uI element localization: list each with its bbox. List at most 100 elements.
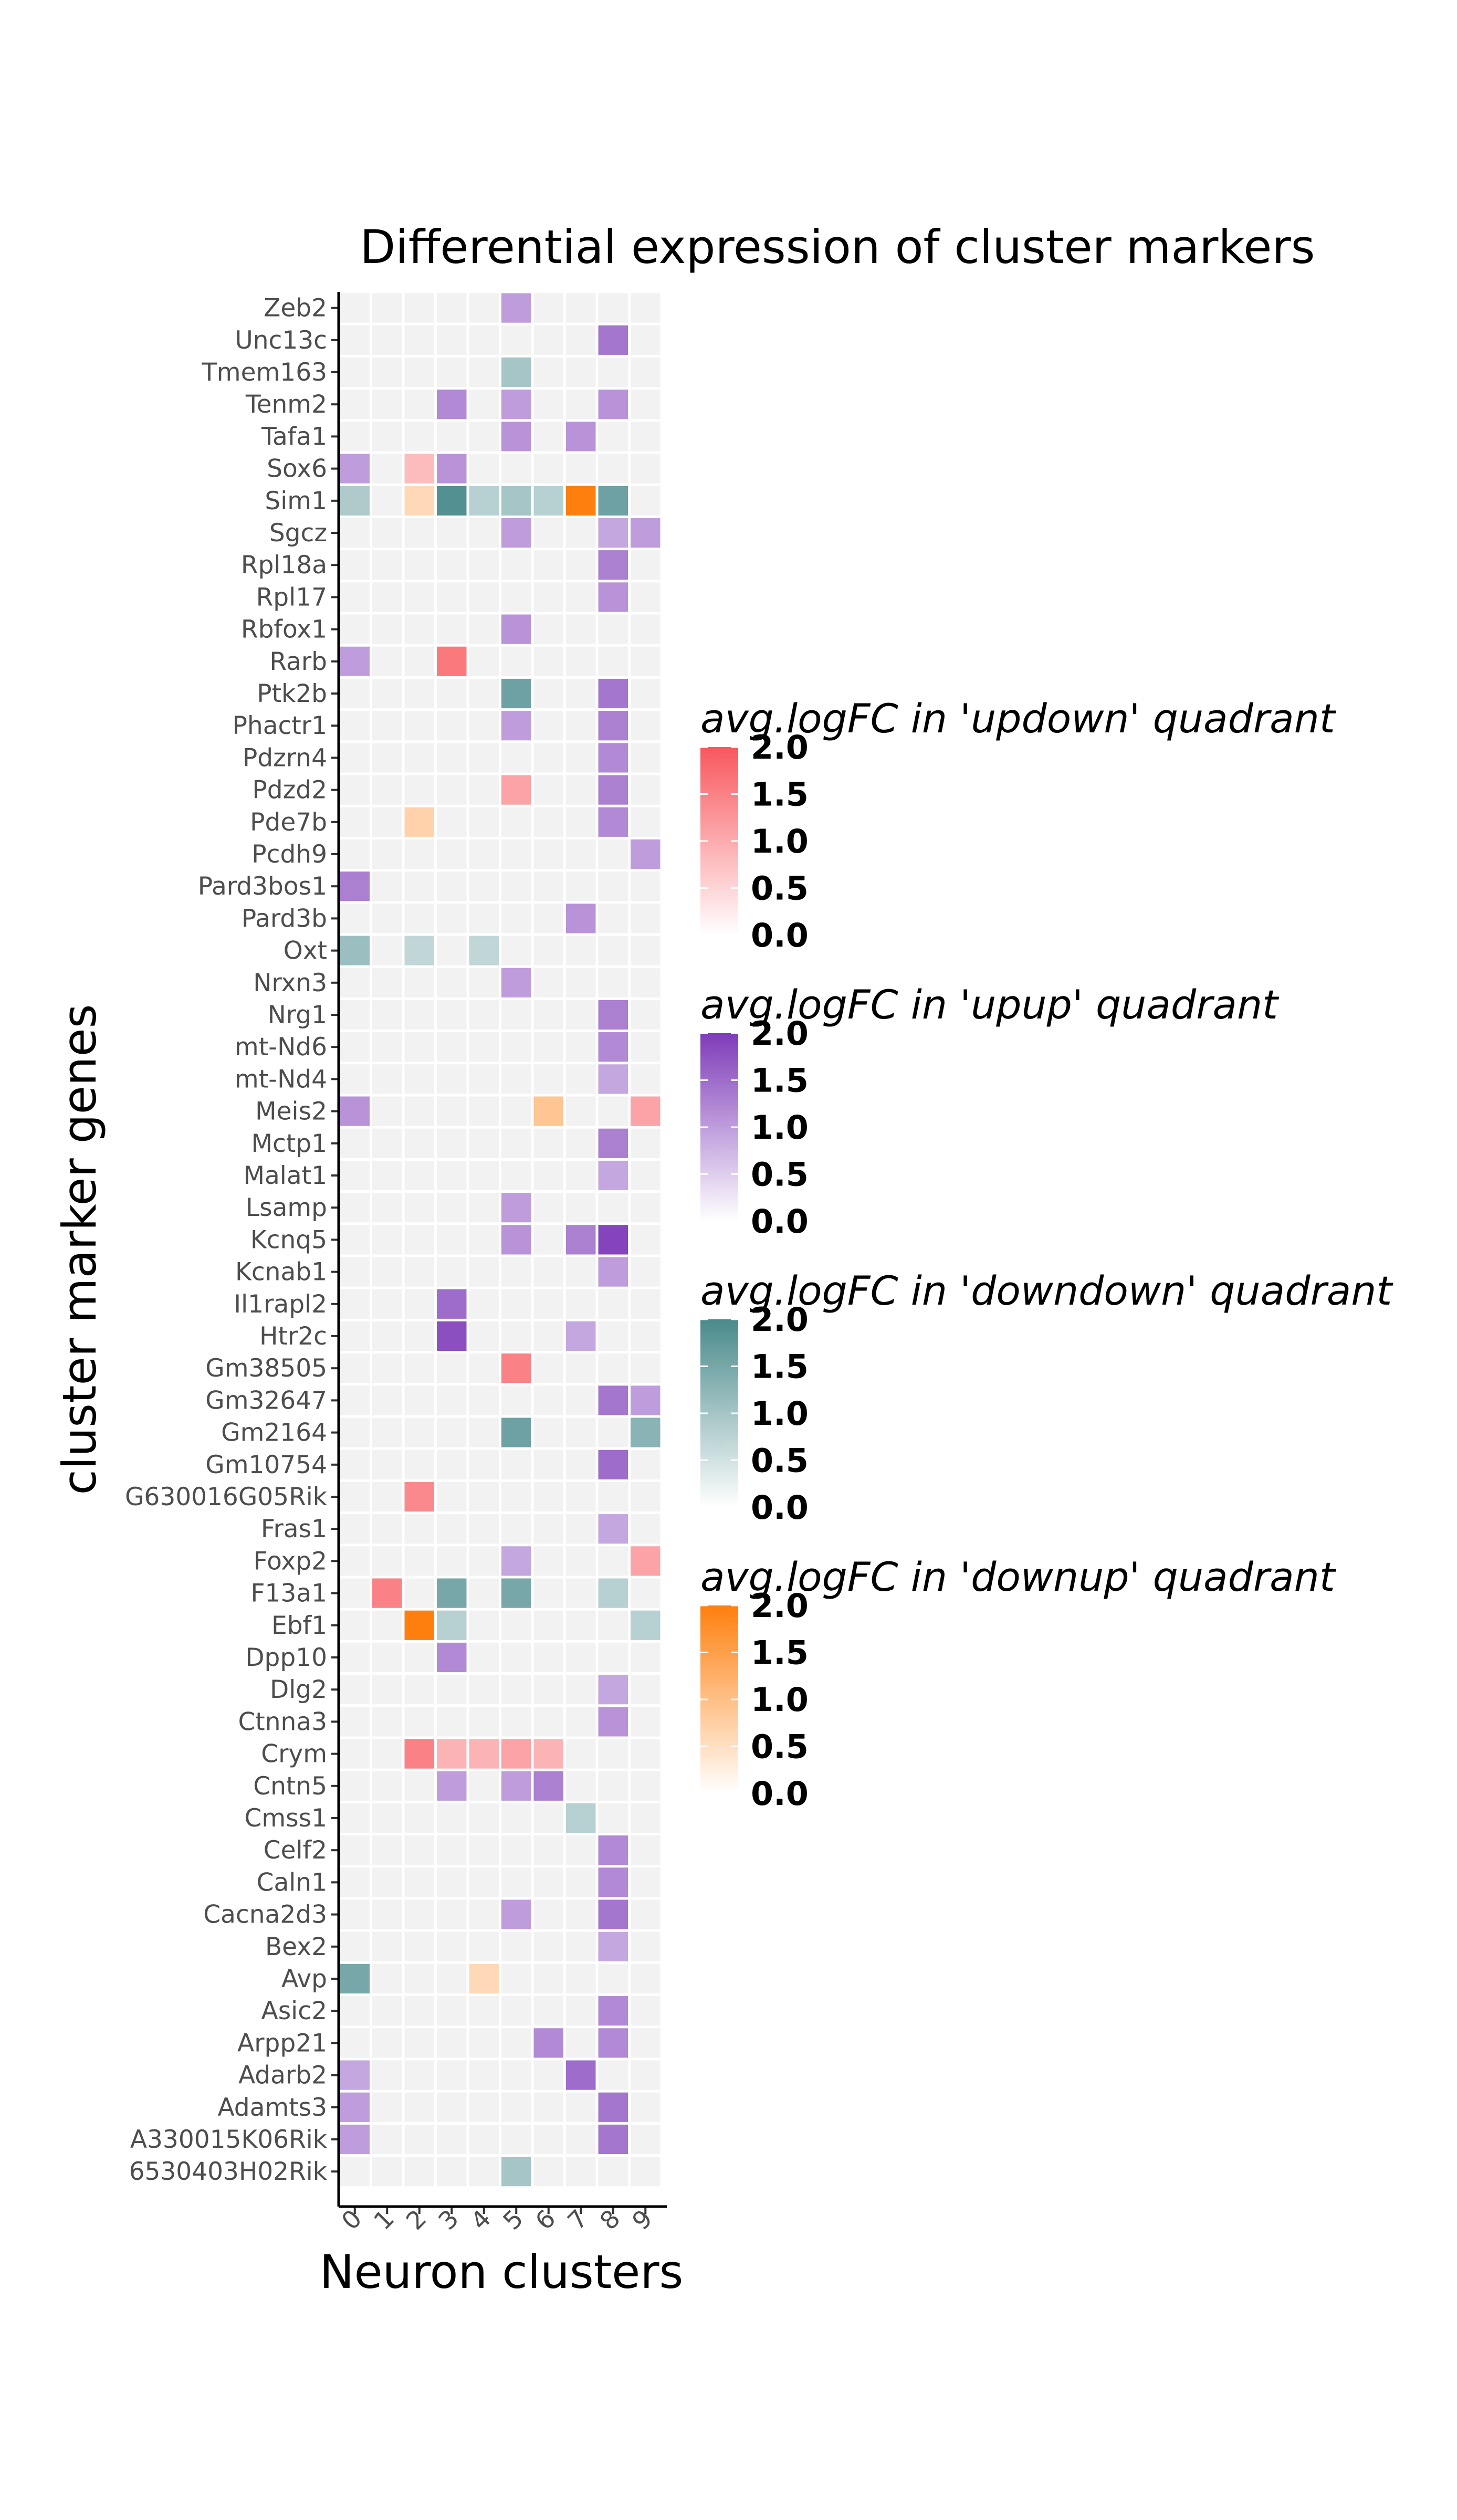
heatmap-cell-downdown bbox=[566, 1803, 596, 1833]
heatmap-cell-empty bbox=[372, 1032, 402, 1062]
heatmap-cell-empty bbox=[340, 1000, 370, 1030]
heatmap-cell-empty bbox=[631, 1257, 661, 1287]
heatmap-cell-upup bbox=[598, 775, 628, 805]
y-tick-label: Cntn5 bbox=[253, 1772, 327, 1801]
heatmap-cell-empty bbox=[469, 2092, 499, 2122]
heatmap-cell-empty bbox=[566, 1418, 596, 1447]
heatmap-cell-empty bbox=[404, 325, 434, 355]
heatmap-cell-empty bbox=[372, 550, 402, 580]
heatmap-cell-empty bbox=[404, 1899, 434, 1929]
heatmap-cell-empty bbox=[566, 1899, 596, 1929]
heatmap-cell-upup bbox=[501, 1225, 531, 1255]
heatmap-cell-upup bbox=[566, 2060, 596, 2090]
heatmap-cell-empty bbox=[631, 2124, 661, 2155]
heatmap-cell-empty bbox=[566, 550, 596, 580]
y-tick-label: G630016G05Rik bbox=[125, 1483, 328, 1511]
heatmap-cell-empty bbox=[631, 1225, 661, 1255]
heatmap-cell-empty bbox=[469, 1450, 499, 1479]
heatmap-cell-empty bbox=[469, 775, 499, 805]
heatmap-cell-empty bbox=[566, 1964, 596, 1994]
heatmap-cell-upup bbox=[598, 390, 628, 419]
heatmap-cell-updown bbox=[501, 775, 531, 805]
heatmap-cell-empty bbox=[404, 1225, 434, 1255]
heatmap-cell-empty bbox=[566, 2028, 596, 2058]
heatmap-cell-empty bbox=[566, 2124, 596, 2155]
heatmap-cell-updown bbox=[404, 1482, 434, 1512]
heatmap-cell-empty bbox=[340, 582, 370, 612]
heatmap-cell-empty bbox=[437, 614, 467, 644]
heatmap-cell-empty bbox=[372, 807, 402, 837]
heatmap-cell-empty bbox=[404, 1675, 434, 1705]
y-tick-label: Bex2 bbox=[265, 1933, 327, 1961]
heatmap-cell-empty bbox=[404, 775, 434, 805]
heatmap-cell-empty bbox=[501, 2124, 531, 2155]
heatmap-cell-empty bbox=[533, 646, 563, 676]
heatmap-cell-empty bbox=[404, 2092, 434, 2122]
y-tick-label: Phactr1 bbox=[233, 711, 327, 740]
y-tick-label: Meis2 bbox=[255, 1097, 327, 1126]
heatmap-cell-upup bbox=[598, 1000, 628, 1030]
heatmap-cell-empty bbox=[469, 1289, 499, 1319]
heatmap-cell-upup bbox=[437, 1321, 467, 1351]
heatmap-cell-empty bbox=[566, 1996, 596, 2026]
heatmap-cell-upup bbox=[340, 2060, 370, 2090]
heatmap-cell-empty bbox=[372, 325, 402, 355]
legend-tick-label: 1.0 bbox=[751, 1681, 809, 1719]
heatmap-cell-downup bbox=[404, 486, 434, 516]
heatmap-cell-empty bbox=[340, 550, 370, 580]
heatmap-cell-empty bbox=[372, 486, 402, 516]
x-tick-label: 3 bbox=[433, 2204, 465, 2236]
heatmap-cell-empty bbox=[340, 2157, 370, 2187]
chart-title: Differential expression of cluster marke… bbox=[360, 220, 1315, 274]
heatmap-cell-empty bbox=[501, 325, 531, 355]
heatmap-cell-empty bbox=[469, 1418, 499, 1447]
heatmap-cell-upup bbox=[598, 1385, 628, 1415]
heatmap-cell-empty bbox=[404, 390, 434, 419]
heatmap-cell-updown bbox=[404, 454, 434, 484]
heatmap-cell-empty bbox=[533, 1642, 563, 1673]
heatmap-cell-empty bbox=[631, 1771, 661, 1801]
heatmap-cell-empty bbox=[631, 1450, 661, 1479]
heatmap-cell-downup bbox=[404, 807, 434, 837]
x-tick-label: 6 bbox=[530, 2204, 561, 2236]
heatmap-cell-empty bbox=[437, 678, 467, 709]
heatmap-cell-empty bbox=[566, 1385, 596, 1415]
heatmap-cell-empty bbox=[501, 1482, 531, 1512]
heatmap-cell-empty bbox=[533, 390, 563, 419]
heatmap-cell-upup bbox=[340, 1096, 370, 1126]
heatmap-cell-empty bbox=[437, 2124, 467, 2155]
heatmap-cell-upup bbox=[501, 518, 531, 548]
heatmap-cell-empty bbox=[566, 807, 596, 837]
heatmap-cell-empty bbox=[533, 1610, 563, 1640]
heatmap-cell-empty bbox=[501, 2060, 531, 2090]
heatmap-cell-empty bbox=[566, 2092, 596, 2122]
heatmap-cell-empty bbox=[437, 775, 467, 805]
heatmap-cell-empty bbox=[631, 325, 661, 355]
heatmap-cell-upup bbox=[566, 422, 596, 452]
heatmap-cell-upup bbox=[598, 550, 628, 580]
heatmap-cell-empty bbox=[631, 711, 661, 741]
heatmap-cell-upup bbox=[501, 293, 531, 323]
heatmap-cell-empty bbox=[566, 678, 596, 709]
heatmap-cell-empty bbox=[566, 775, 596, 805]
heatmap-cell-upup bbox=[598, 1450, 628, 1479]
heatmap-cell-empty bbox=[533, 1578, 563, 1608]
heatmap-cell-empty bbox=[372, 1385, 402, 1415]
heatmap-cell-empty bbox=[372, 1899, 402, 1929]
heatmap-cell-empty bbox=[437, 1835, 467, 1865]
heatmap-cell-empty bbox=[404, 518, 434, 548]
heatmap-cell-empty bbox=[533, 2092, 563, 2122]
heatmap-cell-empty bbox=[372, 711, 402, 741]
heatmap-cell-empty bbox=[566, 968, 596, 998]
heatmap-cell-empty bbox=[372, 518, 402, 548]
heatmap-cell-empty bbox=[404, 1771, 434, 1801]
heatmap-cell-empty bbox=[469, 1707, 499, 1737]
heatmap-cell-empty bbox=[372, 1193, 402, 1223]
heatmap-cell-empty bbox=[340, 1739, 370, 1769]
heatmap-cell-empty bbox=[566, 390, 596, 419]
heatmap-cell-empty bbox=[533, 1899, 563, 1929]
heatmap-cell-empty bbox=[404, 1128, 434, 1158]
heatmap-cell-empty bbox=[566, 1160, 596, 1191]
